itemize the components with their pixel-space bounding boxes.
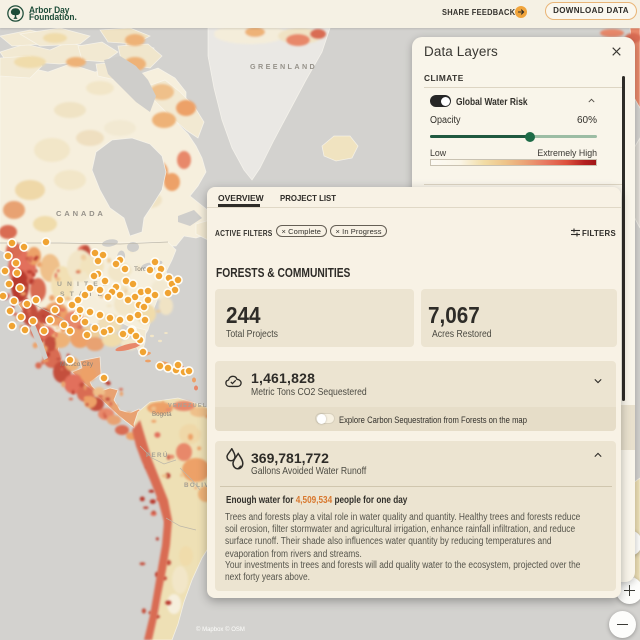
svg-text:CANADA: CANADA bbox=[56, 209, 106, 218]
svg-text:México City: México City bbox=[60, 361, 94, 368]
svg-text:Bogotá: Bogotá bbox=[152, 411, 172, 418]
svg-text:GREENLAND: GREENLAND bbox=[250, 62, 317, 71]
svg-text:© Mapbox © OSM: © Mapbox © OSM bbox=[196, 626, 245, 633]
svg-text:PERÚ: PERÚ bbox=[146, 452, 169, 459]
svg-text:U N I T E D: U N I T E D bbox=[57, 281, 109, 288]
svg-text:Toronto: Toronto bbox=[134, 266, 156, 273]
svg-text:VENEZUELA: VENEZUELA bbox=[168, 403, 213, 409]
svg-text:BOLIVIA: BOLIVIA bbox=[184, 482, 219, 489]
